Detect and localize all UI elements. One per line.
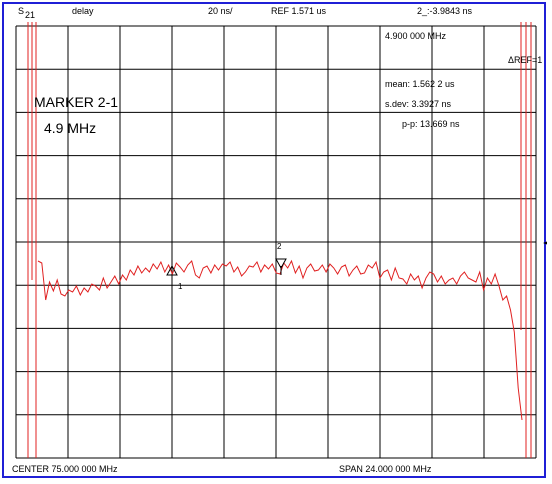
stat-pp: p-p: 13.669 ns (402, 119, 460, 129)
stat-mean: mean: 1.562 2 us (385, 79, 455, 89)
reference-label: REF 1.571 us (271, 6, 327, 16)
scale-label: 20 ns/ (208, 6, 233, 16)
marker-1-label: 1 (178, 282, 183, 291)
marker-2-triangle-icon (275, 258, 287, 270)
marker-readout: 2_:-3.9843 ns (417, 6, 473, 16)
delay-trace (37, 259, 523, 421)
span-frequency: SPAN 24.000 000 MHz (339, 464, 432, 474)
delta-ref-label: ΔREF=1 (508, 55, 543, 65)
edge-trace-lines (27, 22, 532, 458)
reference-position-icon (543, 241, 547, 245)
marker-note-title: MARKER 2-1 (34, 94, 119, 110)
stat-sdev: s.dev: 3.3927 ns (385, 99, 452, 109)
trace-markers (166, 258, 287, 284)
parameter-label: S21 (18, 6, 36, 20)
display-frame (2, 2, 546, 478)
grid-lines (15, 25, 537, 459)
format-label: delay (72, 6, 94, 16)
marker-frequency: 4.900 000 MHz (385, 31, 447, 41)
marker-2-label: 2 (277, 242, 282, 251)
marker-note-value: 4.9 MHz (44, 120, 97, 136)
center-frequency: CENTER 75.000 000 MHz (12, 464, 118, 474)
